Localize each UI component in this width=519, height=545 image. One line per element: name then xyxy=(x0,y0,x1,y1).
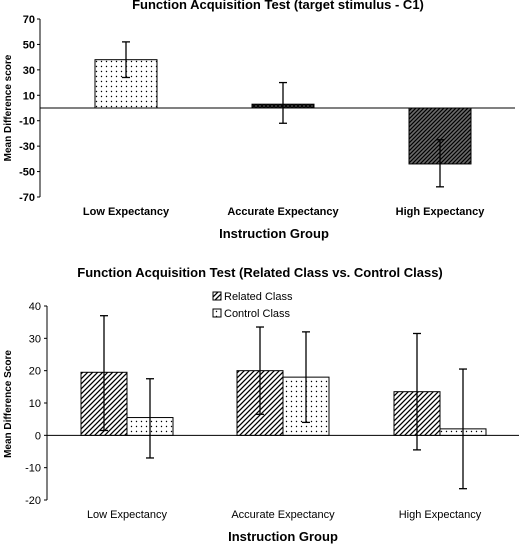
chart-2-category-labels: Low Expectancy Accurate Expectancy High Ex… xyxy=(87,509,482,521)
chart-2-y-tick-label: 10 xyxy=(29,398,41,410)
chart-1-y-tick-label: -70 xyxy=(19,192,35,204)
chart-2-y-tick-label: -10 xyxy=(25,463,41,475)
chart-2-y-tick-label: 40 xyxy=(29,301,41,313)
chart-1-y-tick-label: -50 xyxy=(19,167,35,179)
chart-1-y-tick-label: -10 xyxy=(19,116,35,128)
legend-label-related-class: Related Class xyxy=(224,291,293,303)
chart-2-legend: Related Class Control Class xyxy=(212,291,293,320)
chart-2-y-tick-label: 30 xyxy=(29,333,41,345)
chart-2-y-tick-label: 20 xyxy=(29,366,41,378)
legend-label-control-class: Control Class xyxy=(224,308,291,320)
chart-2-category-label: Accurate Expectancy xyxy=(231,509,335,521)
chart-2-y-axis-label: Mean Difference Score xyxy=(3,350,14,458)
chart-2-y-ticks: 40 30 20 10 0 -10 -20 xyxy=(25,301,47,507)
chart-1-y-tick-label: 10 xyxy=(23,90,35,102)
chart-2: Function Acquisition Test (Related Class… xyxy=(3,265,519,544)
chart-2-y-tick-label: -20 xyxy=(25,495,41,507)
chart-1-y-tick-label: -30 xyxy=(19,141,35,153)
chart-1-category-labels: Low Expectancy Accurate Expectancy High Ex… xyxy=(83,206,485,218)
chart-1-y-tick-label: 30 xyxy=(23,65,35,77)
legend-swatch-control-class xyxy=(212,308,222,318)
chart-1-y-tick-label: 50 xyxy=(23,39,35,51)
chart-1-y-tick-label: 70 xyxy=(23,14,35,26)
chart-1: Function Acquisition Test (target stimul… xyxy=(3,0,515,241)
chart-1-title: Function Acquisition Test (target stimul… xyxy=(132,0,424,12)
legend-swatch-related-class xyxy=(212,291,222,301)
chart-1-error-bars xyxy=(122,41,444,188)
chart-1-y-axis-label: Mean Difference score xyxy=(3,54,14,161)
chart-1-y-ticks: 70 50 30 10 -10 -30 -50 -70 xyxy=(19,14,40,204)
chart-1-x-axis-label: Instruction Group xyxy=(219,226,329,241)
chart-2-category-label: Low Expectancy xyxy=(87,509,168,521)
chart-2-bars xyxy=(80,370,487,436)
chart-2-y-tick-label: 0 xyxy=(35,430,41,442)
chart-2-x-axis-label: Instruction Group xyxy=(228,529,338,544)
chart-2-title: Function Acquisition Test (Related Class… xyxy=(77,265,443,280)
chart-1-category-label: Low Expectancy xyxy=(83,206,170,218)
chart-1-category-label: Accurate Expectancy xyxy=(227,206,339,218)
chart-2-error-bars xyxy=(100,315,467,490)
chart-2-category-label: High Expectancy xyxy=(399,509,482,521)
chart-1-category-label: High Expectancy xyxy=(396,206,486,218)
